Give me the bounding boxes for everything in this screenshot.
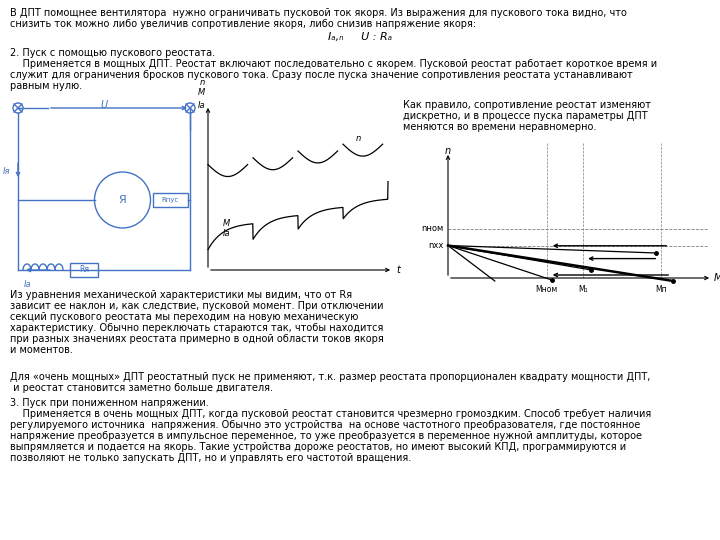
Text: M: M <box>714 273 720 283</box>
Text: выпрямляется и подается на якорь. Такие устройства дороже реостатов, но имеют вы: выпрямляется и подается на якорь. Такие … <box>10 442 626 452</box>
Text: Я: Я <box>119 195 127 205</box>
Text: nном: nном <box>422 224 444 233</box>
Text: Применяется в мощных ДПТ. Реостат включают последовательно с якорем. Пусковой ре: Применяется в мощных ДПТ. Реостат включа… <box>10 59 657 69</box>
Bar <box>153 193 188 207</box>
Text: меняются во времени неравномерно.: меняются во времени неравномерно. <box>403 122 596 132</box>
Text: U: U <box>100 100 107 110</box>
Text: зависит ее наклон и, как следствие, пусковой момент. При отключении: зависит ее наклон и, как следствие, пуск… <box>10 301 384 311</box>
Bar <box>70 263 98 277</box>
Text: n: n <box>445 146 451 156</box>
Text: В ДПТ помощнее вентилятора  нужно ограничивать пусковой ток якоря. Из выражения : В ДПТ помощнее вентилятора нужно огранич… <box>10 8 627 18</box>
Text: и моментов.: и моментов. <box>10 345 73 355</box>
Text: Iя: Iя <box>2 167 10 177</box>
Text: M₁: M₁ <box>578 285 588 294</box>
Text: M: M <box>198 88 205 97</box>
Text: при разных значениях реостата примерно в одной области токов якоря: при разных значениях реостата примерно в… <box>10 334 384 344</box>
Text: Mном: Mном <box>536 285 558 294</box>
Text: Как правило, сопротивление реостат изменяют: Как правило, сопротивление реостат измен… <box>403 100 651 110</box>
Text: Применяется в очень мощных ДПТ, когда пусковой реостат становится чрезмерно гром: Применяется в очень мощных ДПТ, когда пу… <box>10 409 652 419</box>
Text: регулируемого источника  напряжения. Обычно это устройства  на основе частотного: регулируемого источника напряжения. Обыч… <box>10 420 640 430</box>
Text: n: n <box>199 78 205 87</box>
Text: и реостат становится заметно больше двигателя.: и реостат становится заметно больше двиг… <box>10 383 273 393</box>
Text: снизить ток можно либо увеличив сопротивление якоря, либо снизив напряжение якор: снизить ток можно либо увеличив сопротив… <box>10 19 476 29</box>
Text: Iа: Iа <box>24 280 32 289</box>
Text: позволяют не только запускать ДПТ, но и управлять его частотой вращения.: позволяют не только запускать ДПТ, но и … <box>10 453 411 463</box>
Text: Rя: Rя <box>79 266 89 274</box>
Text: Для «очень мощных» ДПТ реостатный пуск не применяют, т.к. размер реостата пропор: Для «очень мощных» ДПТ реостатный пуск н… <box>10 372 650 382</box>
Text: напряжение преобразуется в импульсное переменное, то уже преобразуется в перемен: напряжение преобразуется в импульсное пе… <box>10 431 642 441</box>
Text: служит для ограничения бросков пускового тока. Сразу после пуска значение сопрот: служит для ограничения бросков пускового… <box>10 70 633 80</box>
Text: Mп: Mп <box>655 285 667 294</box>
Text: Iₐ,ₙ     U : Rₐ: Iₐ,ₙ U : Rₐ <box>328 32 392 42</box>
Text: M: M <box>222 219 230 228</box>
Text: n: n <box>356 134 361 143</box>
Text: характеристику. Обычно переключать стараются так, чтобы находится: характеристику. Обычно переключать стара… <box>10 323 383 333</box>
Text: Rпус: Rпус <box>161 197 179 203</box>
Text: дискретно, и в процессе пуска параметры ДПТ: дискретно, и в процессе пуска параметры … <box>403 111 647 121</box>
Text: t: t <box>396 265 400 275</box>
Text: 3. Пуск при пониженном напряжении.: 3. Пуск при пониженном напряжении. <box>10 398 209 408</box>
Text: равным нулю.: равным нулю. <box>10 81 82 91</box>
Text: Из уравнения механической характеристики мы видим, что от Rя: Из уравнения механической характеристики… <box>10 290 352 300</box>
Text: секций пускового реостата мы переходим на новую механическую: секций пускового реостата мы переходим н… <box>10 312 359 322</box>
Text: 2. Пуск с помощью пускового реостата.: 2. Пуск с помощью пускового реостата. <box>10 48 215 58</box>
Text: nхх: nхх <box>428 241 444 250</box>
Text: Iа: Iа <box>222 230 230 239</box>
Text: Iа: Iа <box>197 101 205 110</box>
